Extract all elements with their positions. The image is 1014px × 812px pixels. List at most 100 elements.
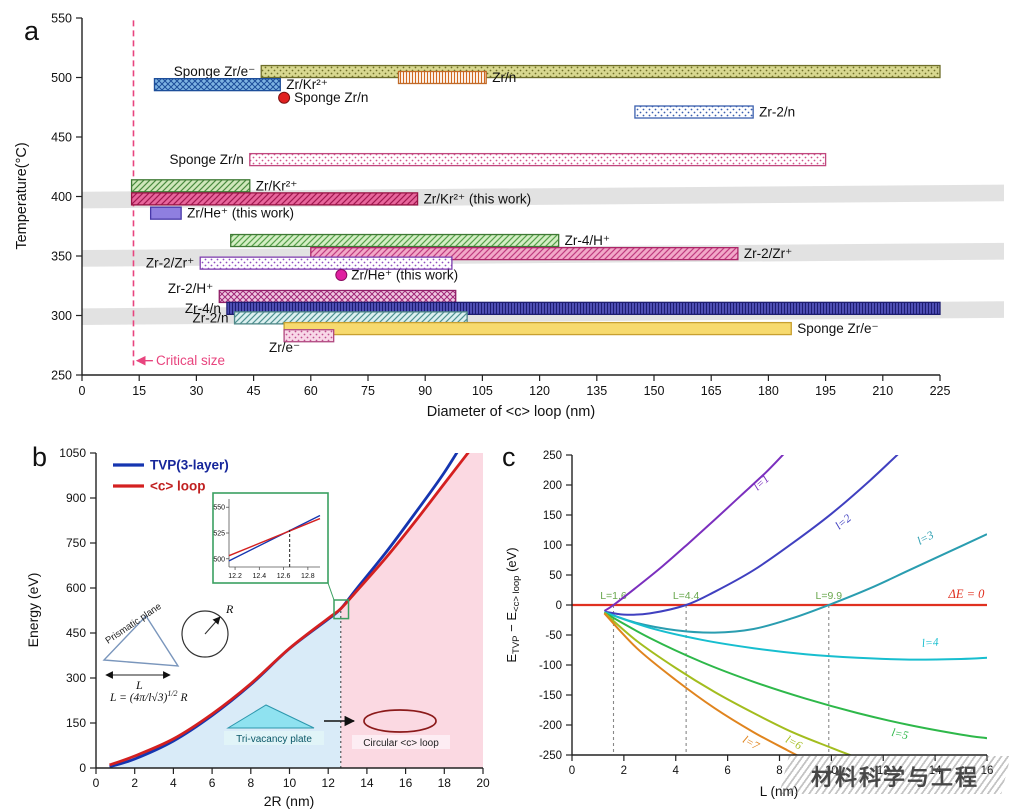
bar-label: Zr-2/n (759, 105, 795, 120)
bar-label: Sponge Zr/e⁻ (174, 64, 255, 79)
L-label: L (135, 678, 143, 692)
x-axis-title: Diameter of <c> loop (nm) (427, 404, 595, 420)
panel-c-letter: c (502, 442, 516, 472)
x-tick-label: 180 (758, 384, 779, 398)
zero-crossing-label: L=1.6 (600, 590, 627, 602)
curve-label: l=4 (921, 637, 939, 650)
range-bar (634, 105, 754, 119)
bar-label: Zr-4/n (185, 301, 221, 316)
x-tick-label: 90 (418, 384, 432, 398)
inset-y-tick: 500 (213, 556, 225, 563)
x-tick-label: 135 (586, 384, 607, 398)
curve-l=2 (604, 455, 899, 616)
bar-label: Zr/Kr²⁺ (this work) (424, 191, 532, 206)
bar-label: Sponge Zr/n (169, 152, 243, 167)
x-tick-label: 4 (673, 765, 680, 777)
inset-y-tick: 550 (213, 505, 225, 512)
y-tick-label: 1050 (59, 446, 86, 460)
x-tick-label: 14 (360, 776, 374, 790)
y-tick-label: 50 (549, 570, 562, 582)
y-tick-label: 750 (66, 536, 86, 550)
bar-label: Zr/He⁺ (this work) (187, 206, 294, 221)
crossing-zoom-box (333, 599, 350, 620)
y-tick-label: 0 (79, 761, 86, 775)
curve-l=1 (603, 455, 785, 612)
tri-vacancy-plate-label: Tri-vacancy plate (236, 734, 312, 745)
y-tick-label: -250 (539, 750, 562, 762)
x-tick-label: 150 (644, 384, 665, 398)
x-tick-label: 60 (304, 384, 318, 398)
range-bar (199, 256, 453, 270)
inset-x-tick: 12.4 (253, 573, 267, 580)
x-tick-label: 75 (361, 384, 375, 398)
curve-label: l=1 (751, 473, 771, 493)
range-bar (130, 192, 419, 206)
panel-a-letter: a (24, 16, 40, 46)
y-tick-label: 150 (66, 716, 86, 730)
curve-label: l=7 (740, 734, 762, 753)
panel-c-chart: L=1.6 L=4.4 L=9.9 ΔE = 0l=1l=2l=3l=4l=5l=6l… (504, 450, 994, 799)
R-radius-arrow (204, 616, 221, 635)
curve-label: l=3 (915, 529, 936, 547)
curve-l=3 (604, 533, 987, 634)
x-tick-label: 12 (322, 776, 336, 790)
x-tick-label: 14 (929, 765, 942, 777)
x-tick-label: 16 (399, 776, 413, 790)
loop-region (340, 453, 483, 768)
x-tick-label: 16 (981, 765, 994, 777)
zero-crossing-label: L=9.9 (815, 590, 842, 602)
inset-curve (228, 514, 321, 562)
prismatic-plane-triangle (102, 614, 180, 667)
y-tick-label: -200 (539, 720, 562, 732)
inset-y-tick: 525 (213, 531, 225, 538)
prismatic-plane-label: Prismatic plane (104, 601, 164, 646)
range-bar (397, 70, 487, 85)
bar-label: Zr/e⁻ (269, 340, 300, 355)
bar-label: Sponge Zr/e⁻ (797, 321, 878, 336)
R-label: R (225, 602, 234, 616)
panel-a-chart: Sponge Zr/e⁻ Zr/Kr²⁺ Zr/n Zr-2/n Sponge Zr/n… (14, 12, 1004, 420)
bar-label: Zr-2/Zr⁺ (146, 256, 194, 271)
y-tick-label: 600 (66, 581, 86, 595)
formula: L = (4π/l√3)1/2 R (109, 689, 187, 704)
x-axis-title: L (nm) (760, 784, 799, 799)
inset-x-tick: 12.6 (277, 573, 291, 580)
loop-circle (181, 610, 229, 658)
y-axis-title: Temperature(°C) (14, 142, 30, 249)
range-bar (283, 329, 335, 343)
y-tick-label: 900 (66, 491, 86, 505)
inset-x-tick: 12.2 (228, 573, 242, 580)
y-tick-label: -150 (539, 690, 562, 702)
curve-l=4 (604, 611, 987, 661)
x-tick-label: 10 (283, 776, 297, 790)
x-tick-label: 165 (701, 384, 722, 398)
x-tick-label: 2 (131, 776, 138, 790)
x-tick-label: 2 (621, 765, 627, 777)
x-tick-label: 6 (209, 776, 216, 790)
zero-line-label: ΔE = 0 (947, 587, 985, 601)
y-tick-label: 450 (51, 131, 72, 145)
x-tick-label: 225 (930, 384, 951, 398)
inset-x-tick: 12.8 (301, 573, 315, 580)
y-tick-label: 300 (66, 671, 86, 685)
tri-vacancy-plate-shape (226, 704, 315, 729)
c-loop-ellipse (363, 709, 437, 733)
y-tick-label: 0 (556, 600, 562, 612)
inset-connector (327, 582, 335, 601)
x-tick-label: 8 (776, 765, 782, 777)
critical-size-label: Critical size (156, 353, 225, 368)
range-bar (153, 77, 281, 92)
y-tick-label: -100 (539, 660, 562, 672)
range-bar (249, 152, 827, 167)
x-tick-label: 6 (724, 765, 730, 777)
y-tick-label: 250 (51, 369, 72, 383)
range-bar (130, 179, 251, 193)
inset-curve (228, 517, 321, 557)
range-bar (283, 321, 792, 336)
range-bar (149, 206, 182, 220)
curve-label: l=2 (833, 512, 854, 532)
legend-label: <c> loop (150, 479, 206, 494)
point-label: Zr/He⁺ (this work) (351, 268, 458, 283)
y-tick-label: 300 (51, 309, 72, 323)
